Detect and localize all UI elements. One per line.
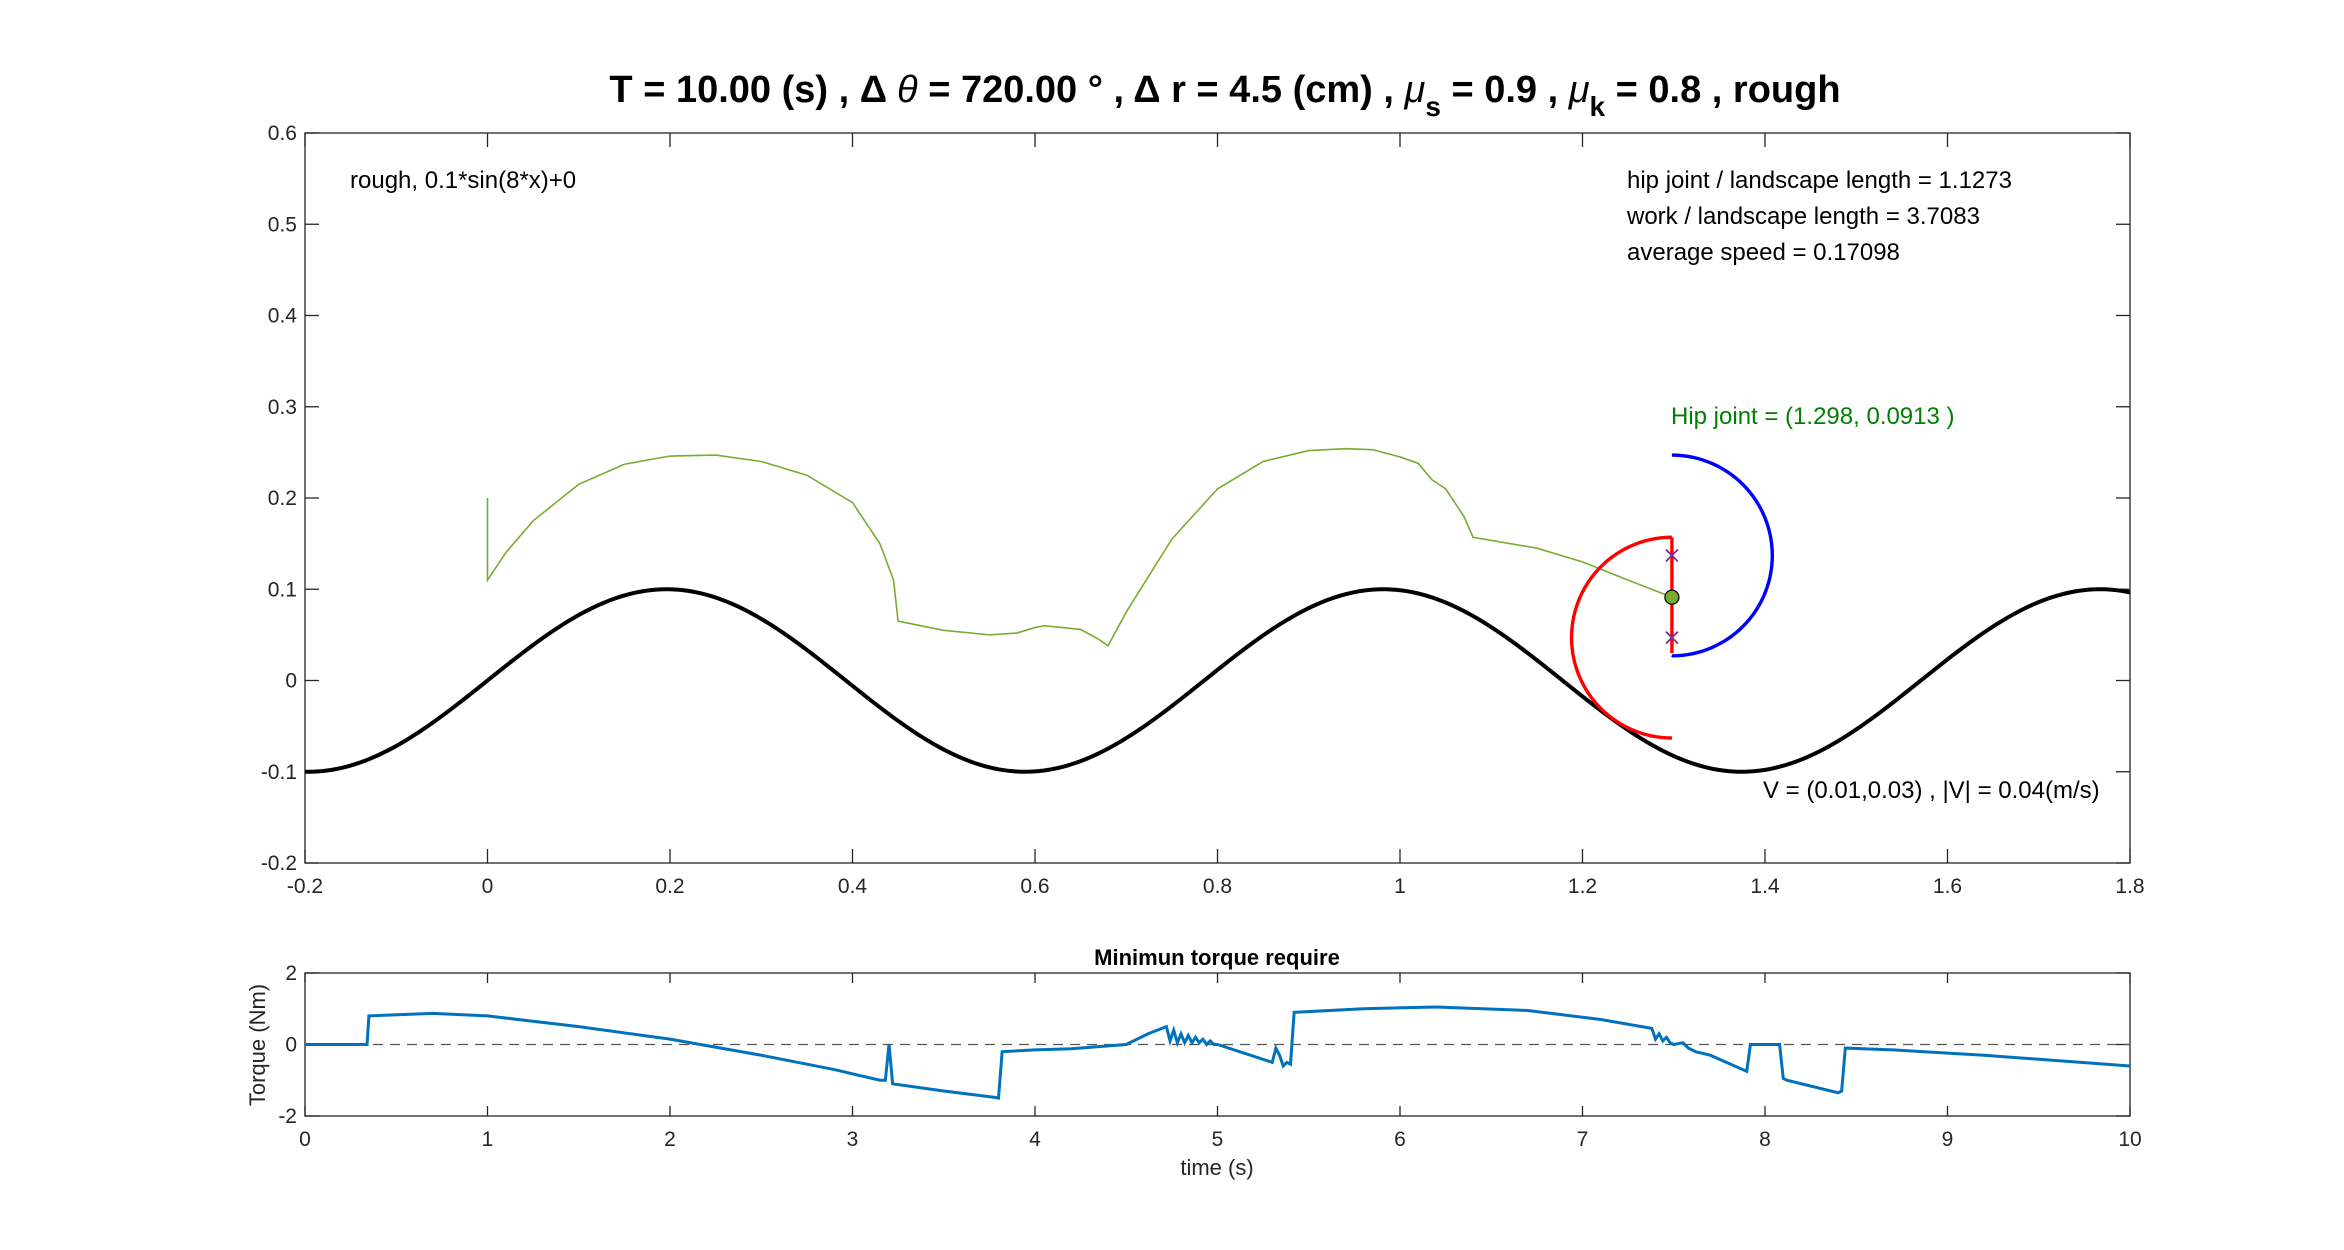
- title-delta-2: Δ: [1133, 69, 1160, 111]
- torque-axes-tick-labels: 0 1 2 3 4 5 6 7 8 9 10-202: [278, 962, 2141, 1151]
- main-xtick-label: 1.2: [1568, 875, 1597, 898]
- torque-xtick-label: 8: [1759, 1128, 1771, 1151]
- torque-title: Minimun torque require: [1094, 945, 1340, 970]
- torque-xtick-label: 2: [664, 1128, 676, 1151]
- main-xtick-label: 1: [1394, 875, 1406, 898]
- main-ytick-label: -0.2: [261, 852, 297, 875]
- main-ytick-label: -0.1: [261, 761, 297, 784]
- main-xtick-label: -0.2: [287, 875, 323, 898]
- main-xtick-label: 1.4: [1750, 875, 1780, 898]
- torque-xtick-label: 1: [482, 1128, 494, 1151]
- main-xtick-label: 1.6: [1933, 875, 1962, 898]
- contact-markers: [1665, 548, 1679, 645]
- avg-speed-label: average speed = 0.17098: [1627, 239, 1900, 266]
- main-axes-box: [304, 132, 2131, 864]
- landscape-label: rough, 0.1*sin(8*x)+0: [350, 167, 576, 194]
- main-xtick-label: 1.8: [2115, 875, 2144, 898]
- velocity-label: V = (0.01,0.03) , |V| = 0.04(m/s): [1763, 777, 2100, 804]
- contact-marker-x: [1665, 548, 1679, 563]
- hip-joint-label: Hip joint = (1.298, 0.0913 ): [1671, 403, 1955, 430]
- main-axes: -0.2 0 0.2 0.4 0.6 0.8 1 1.2 1.4 1.6 1.8 -0.2 -0.1 0 0…: [261, 122, 2145, 898]
- red-leg-arc: [1569, 535, 1672, 740]
- main-ytick-label: 0.6: [268, 122, 297, 145]
- main-xtick-label: 0.4: [838, 875, 868, 898]
- main-axes-ticks: [304, 132, 2131, 864]
- torque-ytick-label: 0: [285, 1034, 297, 1057]
- main-ytick-label: 0.2: [268, 487, 297, 510]
- title-part-d: = 0.9 ,: [1441, 69, 1569, 111]
- main-ytick-label: 0: [285, 670, 297, 693]
- torque-xtick-label: 9: [1942, 1128, 1954, 1151]
- torque-ylabel: Torque (Nm): [245, 984, 270, 1106]
- main-ytick-label: 0.4: [268, 305, 298, 328]
- main-xtick-label: 0: [482, 875, 494, 898]
- title-part-e: = 0.8 , rough: [1605, 69, 1840, 111]
- torque-series-line: [305, 1005, 2131, 1100]
- torque-xtick-label: 10: [2118, 1128, 2141, 1151]
- hip-trajectory-line: [486, 447, 1673, 648]
- torque-xtick-label: 0: [299, 1128, 311, 1151]
- main-ytick-label: 0.5: [268, 213, 297, 236]
- blue-leg-arc: [1671, 453, 1775, 658]
- torque-xtick-label: 5: [1212, 1128, 1224, 1151]
- title-mu-2: μ: [1568, 69, 1590, 111]
- title-mu-1: μ: [1403, 69, 1425, 111]
- title-part-c: r = 4.5 (cm) ,: [1161, 69, 1405, 111]
- torque-ytick-label: 2: [285, 962, 297, 985]
- title-part-b: = 720.00 ° ,: [918, 69, 1134, 111]
- main-xtick-label: 0.6: [1020, 875, 1049, 898]
- title-delta-1: Δ: [860, 69, 887, 111]
- main-ytick-label: 0.3: [268, 396, 297, 419]
- hip-ratio-label: hip joint / landscape length = 1.1273: [1627, 167, 2012, 194]
- main-ytick-label: 0.1: [268, 578, 297, 601]
- torque-xtick-label: 6: [1394, 1128, 1406, 1151]
- main-axes-tick-labels: -0.2 0 0.2 0.4 0.6 0.8 1 1.2 1.4 1.6 1.8 -0.2 -0.1 0 0…: [261, 122, 2145, 898]
- main-xtick-label: 0.2: [655, 875, 684, 898]
- terrain-curve: [304, 587, 2131, 774]
- title-part-a: T = 10.00 (s) ,: [609, 69, 859, 111]
- torque-ytick-label: -2: [278, 1105, 297, 1128]
- title-sub-k: k: [1590, 91, 1606, 122]
- contact-marker-x: [1665, 630, 1679, 645]
- torque-axes: Minimun torque require 0 1 2 3 4 5 6 7 8 9 10-202 …: [245, 945, 2142, 1180]
- work-ratio-label: work / landscape length = 3.7083: [1626, 203, 1980, 230]
- torque-xtick-label: 7: [1577, 1128, 1589, 1151]
- hip-joint-marker: [1664, 589, 1680, 605]
- torque-xtick-label: 4: [1029, 1128, 1041, 1151]
- title-sub-s: s: [1425, 91, 1441, 122]
- torque-xtick-label: 3: [847, 1128, 859, 1151]
- main-xtick-label: 0.8: [1203, 875, 1232, 898]
- torque-axes-ticks: [304, 972, 2131, 1117]
- title-theta: θ: [897, 69, 918, 111]
- torque-xlabel: time (s): [1180, 1155, 1253, 1180]
